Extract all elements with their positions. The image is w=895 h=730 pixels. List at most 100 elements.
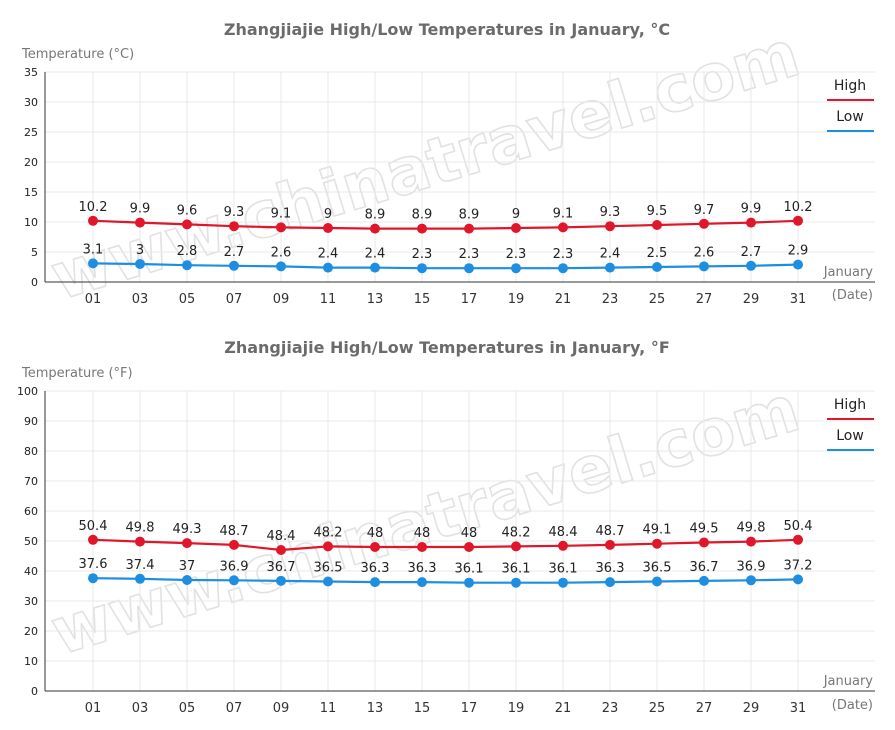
- legend-label-low: Low: [836, 109, 864, 125]
- data-point-low: [699, 575, 709, 586]
- data-point-high: [793, 534, 803, 545]
- data-label-high: 49.5: [690, 522, 719, 537]
- data-label-high: 8.9: [412, 208, 433, 223]
- x-axis-label: January: [823, 265, 874, 280]
- data-label-high: 10.2: [79, 200, 108, 215]
- data-label-high: 48: [461, 526, 478, 541]
- x-tick-label: 05: [179, 292, 196, 307]
- series-high: 10.2 9.9 9.6 9.3 9.1 9 8.9 8.9 8.9 9 9.1 9.3 9.5 9.7 9…: [79, 200, 812, 234]
- data-label-low: 36.9: [737, 559, 766, 574]
- data-label-low: 37.6: [79, 557, 108, 572]
- legend-label-high: High: [834, 397, 866, 413]
- data-point-high: [276, 222, 286, 233]
- x-axis-sublabel: (Date): [832, 288, 873, 303]
- data-label-low: 36.1: [549, 562, 578, 577]
- data-point-high: [652, 538, 662, 549]
- y-tick-label: 15: [24, 186, 38, 199]
- x-tick-label: 19: [508, 701, 525, 716]
- data-label-low: 36.3: [596, 561, 625, 576]
- charts-root: Zhangjiajie High/Low Temperatures in Jan…: [17, 20, 875, 716]
- y-tick-label: 90: [24, 415, 38, 428]
- data-point-high: [88, 215, 98, 226]
- data-point-low: [229, 260, 239, 271]
- data-label-high: 9.1: [553, 206, 574, 221]
- data-point-low: [182, 260, 192, 271]
- data-point-high: [558, 540, 568, 551]
- data-point-low: [464, 577, 474, 588]
- data-point-high: [464, 542, 474, 552]
- data-point-low: [135, 573, 145, 584]
- x-tick-label: 03: [132, 701, 149, 716]
- data-point-high: [605, 539, 615, 550]
- x-tick-label: 23: [602, 701, 619, 716]
- data-point-low: [464, 263, 474, 274]
- y-tick-label: 25: [24, 126, 38, 139]
- data-point-low: [746, 575, 756, 586]
- data-label-low: 2.8: [177, 244, 198, 259]
- x-tick-label: 07: [226, 292, 243, 307]
- data-point-high: [323, 541, 333, 552]
- series-line-low: [92, 577, 799, 584]
- data-label-high: 50.4: [79, 519, 108, 534]
- data-point-low: [370, 577, 380, 588]
- x-tick-label: 09: [273, 292, 290, 307]
- data-label-low: 36.1: [455, 562, 484, 577]
- data-point-high: [464, 223, 474, 234]
- data-point-high: [229, 221, 239, 232]
- x-tick-label: 17: [461, 292, 478, 307]
- y-tick-label: 100: [17, 385, 38, 398]
- data-point-low: [323, 576, 333, 587]
- data-point-low: [276, 261, 286, 272]
- data-label-high: 9.9: [130, 202, 151, 217]
- data-label-high: 49.8: [126, 521, 155, 536]
- y-tick-label: 20: [24, 156, 38, 169]
- data-label-low: 3.1: [83, 242, 104, 257]
- data-label-high: 9.6: [177, 203, 198, 218]
- series-line-high: [92, 219, 799, 230]
- x-tick-label: 21: [555, 701, 572, 716]
- y-tick-label: 60: [24, 505, 38, 518]
- data-point-high: [793, 215, 803, 226]
- y-tick-label: 20: [24, 625, 38, 638]
- y-tick-label: 30: [24, 96, 38, 109]
- data-point-high: [652, 220, 662, 230]
- data-label-low: 37.2: [784, 558, 813, 573]
- y-axis-label: Temperature (°C): [21, 47, 134, 62]
- data-label-high: 48: [414, 526, 431, 541]
- x-tick-label: 11: [320, 292, 337, 307]
- data-point-high: [746, 217, 756, 228]
- x-tick-label: 27: [696, 292, 713, 307]
- data-label-low: 36.7: [690, 560, 719, 575]
- x-tick-label: 29: [743, 701, 760, 716]
- legend-label-low: Low: [836, 428, 864, 444]
- data-label-low: 37.4: [126, 558, 155, 573]
- y-tick-label: 70: [24, 475, 38, 488]
- y-axis-label: Temperature (°F): [21, 366, 133, 381]
- data-label-high: 9.3: [224, 205, 245, 220]
- data-point-high: [746, 536, 756, 547]
- data-point-low: [417, 263, 427, 274]
- data-label-high: 8.9: [365, 208, 386, 223]
- data-label-low: 36.9: [220, 559, 249, 574]
- series-low: 37.6 37.4 37 36.9 36.7 36.5 36.3 36.3 36.1 36.1 36…: [79, 557, 813, 588]
- data-point-low: [558, 263, 568, 274]
- data-label-low: 36.7: [267, 560, 296, 575]
- x-tick-label: 15: [414, 701, 431, 716]
- x-axis-sublabel: (Date): [832, 698, 873, 713]
- data-label-high: 9.1: [271, 206, 292, 221]
- data-label-low: 2.4: [318, 247, 339, 262]
- chart-title: Zhangjiajie High/Low Temperatures in Jan…: [224, 20, 670, 39]
- data-point-high: [323, 223, 333, 233]
- data-point-low: [652, 576, 662, 587]
- data-label-high: 9: [324, 207, 332, 222]
- data-label-low: 2.7: [741, 245, 762, 260]
- data-label-low: 36.1: [502, 562, 531, 577]
- x-tick-label: 09: [273, 701, 290, 716]
- data-label-high: 50.4: [784, 519, 813, 534]
- data-label-high: 9: [512, 207, 520, 222]
- y-tick-label: 50: [24, 535, 38, 548]
- data-label-high: 8.9: [459, 208, 480, 223]
- series-line-high: [92, 538, 799, 552]
- data-label-low: 36.3: [361, 561, 390, 576]
